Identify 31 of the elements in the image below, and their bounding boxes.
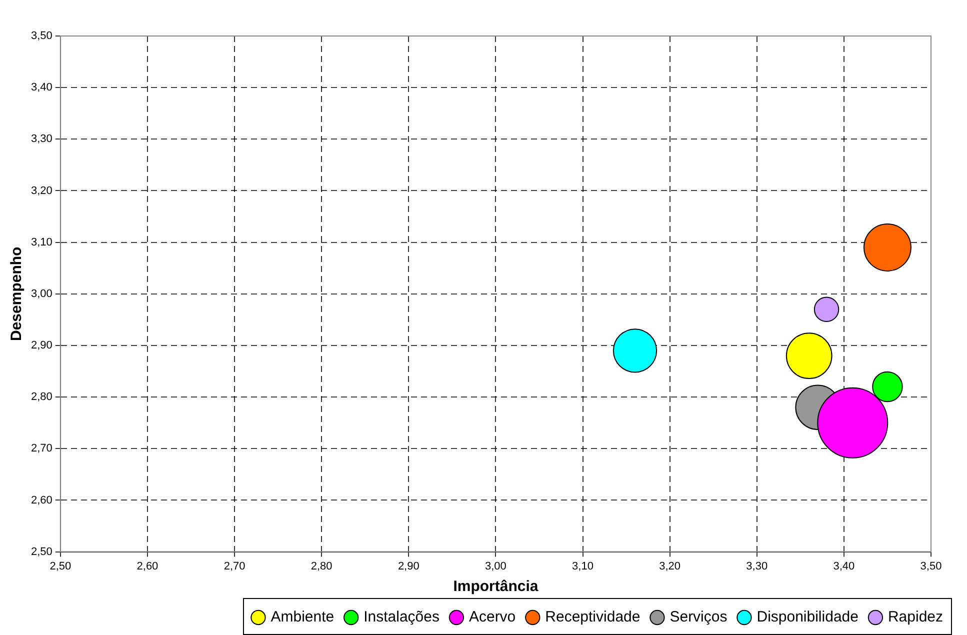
legend-label: Rapidez [888, 608, 944, 626]
y-tick-label: 2,80 [30, 391, 52, 404]
y-tick-label: 2,60 [30, 494, 52, 506]
y-axis-title: Desempenho [8, 246, 26, 341]
legend-label: Acervo [468, 608, 516, 626]
y-tick-label: 3,40 [30, 82, 52, 94]
x-tick-label: 3,20 [659, 560, 681, 572]
y-tick-label: 2,70 [30, 442, 52, 455]
x-tick-label: 2,50 [50, 560, 72, 572]
legend-label: Receptividade [545, 608, 640, 626]
x-tick-label: 2,80 [310, 560, 332, 572]
x-tick-label: 3,00 [484, 560, 506, 572]
legend-label: Ambiente [270, 608, 334, 626]
y-tick-label: 3,20 [30, 184, 52, 197]
x-tick-label: 3,50 [920, 560, 942, 572]
y-tick-label: 3,50 [30, 30, 52, 42]
y-tick-label: 3,00 [30, 288, 52, 300]
x-tick-label: 3,30 [746, 560, 768, 572]
legend-label: Disponibilidade [756, 608, 858, 626]
y-tick-label: 2,50 [30, 546, 52, 558]
x-tick-label: 3,10 [572, 560, 594, 572]
y-tick-label: 3,30 [30, 133, 52, 146]
x-tick-label: 2,70 [224, 560, 246, 572]
x-tick-label: 2,90 [398, 560, 420, 572]
x-tick-label: 2,60 [136, 560, 158, 572]
y-tick-label: 3,10 [30, 236, 52, 248]
x-axis-title: Importância [453, 578, 539, 596]
legend-label: Serviços [670, 608, 728, 626]
x-tick-label: 3,40 [833, 560, 855, 572]
y-tick-label: 2,90 [30, 340, 52, 352]
legend-label: Instalações [364, 608, 440, 626]
